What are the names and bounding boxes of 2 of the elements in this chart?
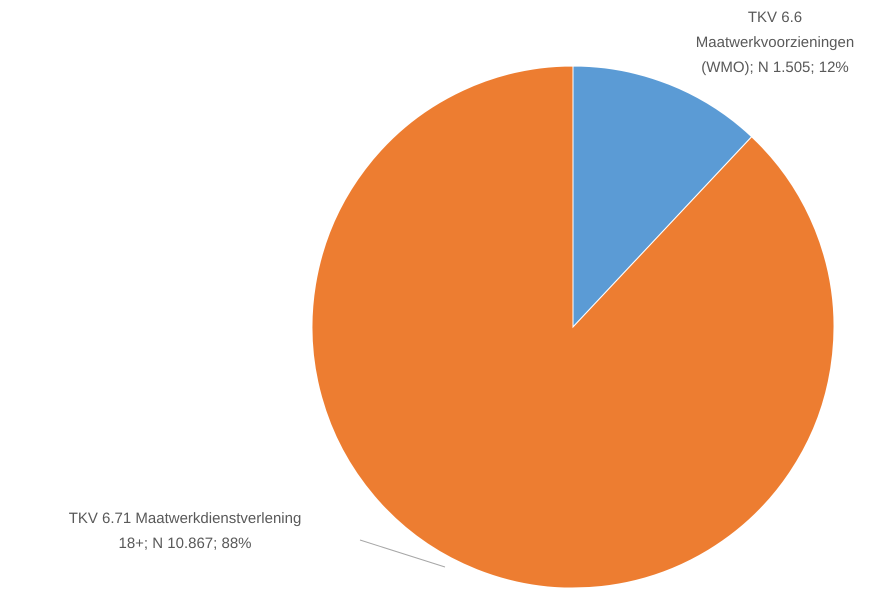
slice-label: TKV 6.71 Maatwerkdienstverlening 18+; N 10.867; 88% — [68, 510, 302, 552]
slice-label: TKV 6.6 Maatwerkvoorzieningen (WMO); N 1.505; 12% — [696, 9, 854, 76]
